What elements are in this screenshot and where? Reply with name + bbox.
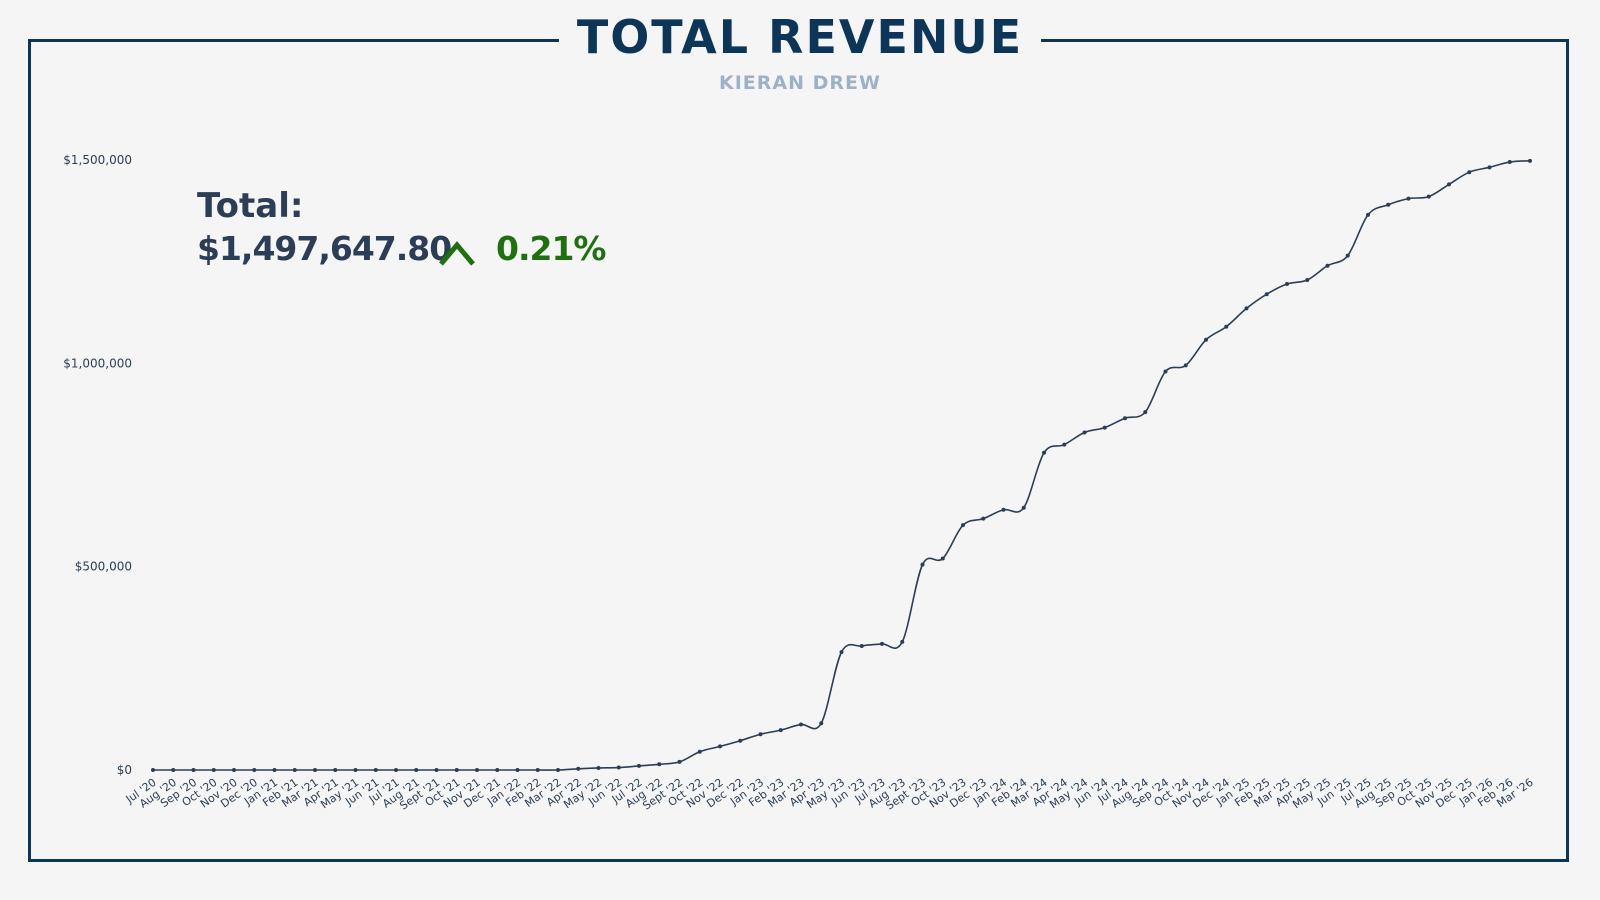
data-point <box>1224 324 1229 329</box>
data-point <box>1507 160 1512 165</box>
data-point <box>637 763 641 768</box>
data-point <box>1264 292 1269 297</box>
data-point <box>1062 442 1067 447</box>
data-point <box>940 556 945 561</box>
data-point <box>596 765 601 770</box>
data-point <box>211 768 216 772</box>
data-point <box>981 516 986 521</box>
data-point <box>1345 253 1350 258</box>
data-point <box>1001 507 1006 512</box>
data-point <box>1244 306 1249 311</box>
chart-frame <box>28 39 1569 862</box>
y-tick-label: $1,000,000 <box>63 356 132 370</box>
data-point <box>880 641 884 646</box>
data-point <box>1528 158 1532 163</box>
chart-subtitle: KIERAN DREW <box>719 72 881 94</box>
data-point <box>1325 263 1330 268</box>
data-point <box>677 759 682 764</box>
data-point <box>799 722 803 727</box>
data-point <box>1467 170 1472 175</box>
data-point <box>414 768 419 772</box>
data-point <box>1042 450 1046 455</box>
y-tick-label: $0 <box>117 763 132 777</box>
chevron-up-icon <box>439 241 475 266</box>
data-point <box>718 744 722 749</box>
y-tick-label: $500,000 <box>75 560 132 574</box>
data-point <box>1143 410 1148 415</box>
data-point <box>191 768 196 772</box>
data-point <box>576 766 581 771</box>
data-point <box>1285 282 1289 287</box>
total-label: Total: <box>197 186 304 226</box>
data-point <box>1082 430 1087 435</box>
data-point <box>1366 212 1370 217</box>
data-point <box>1487 165 1492 170</box>
chart-title-text: TOTAL REVENUE <box>558 10 1042 64</box>
data-point <box>758 732 763 737</box>
data-point <box>1204 337 1208 342</box>
data-point <box>1123 416 1127 421</box>
data-point <box>353 768 358 772</box>
data-point <box>697 749 702 754</box>
data-point <box>859 643 864 648</box>
data-point <box>1183 363 1188 368</box>
data-point <box>1102 425 1107 430</box>
data-point <box>1426 194 1431 199</box>
data-point <box>292 768 297 772</box>
data-point <box>252 768 257 772</box>
data-point <box>1163 369 1168 374</box>
frame-top-right-line <box>1012 39 1569 42</box>
chart-title: TOTAL REVENUE <box>0 10 1600 64</box>
revenue-line <box>153 160 1531 771</box>
data-point <box>961 523 965 528</box>
data-point <box>495 768 500 772</box>
data-point <box>920 562 925 567</box>
data-point <box>1406 196 1411 201</box>
change-percent: 0.21% <box>496 229 606 268</box>
data-point <box>394 768 398 772</box>
data-point <box>171 768 176 772</box>
data-point <box>313 768 317 772</box>
data-point <box>475 768 479 772</box>
data-point <box>839 650 844 655</box>
data-point <box>657 762 662 767</box>
frame-top-left-line <box>28 39 588 42</box>
data-point <box>151 768 155 772</box>
data-point <box>515 768 520 772</box>
data-point <box>819 721 824 726</box>
data-point <box>778 728 783 733</box>
total-value: $1,497,647.80 <box>197 229 452 268</box>
data-point <box>454 768 459 772</box>
data-point <box>1447 182 1451 187</box>
data-point <box>434 768 439 772</box>
data-point <box>900 639 905 644</box>
data-point <box>272 768 277 772</box>
data-point <box>556 768 560 772</box>
data-point <box>535 768 540 772</box>
data-point <box>232 768 236 772</box>
data-point <box>616 765 621 770</box>
data-point <box>373 768 378 772</box>
data-point <box>738 738 743 743</box>
y-tick-label: $1,500,000 <box>63 153 132 167</box>
data-point <box>1021 505 1026 510</box>
data-point <box>1386 202 1391 207</box>
data-point <box>1305 277 1310 282</box>
data-point <box>333 768 338 772</box>
